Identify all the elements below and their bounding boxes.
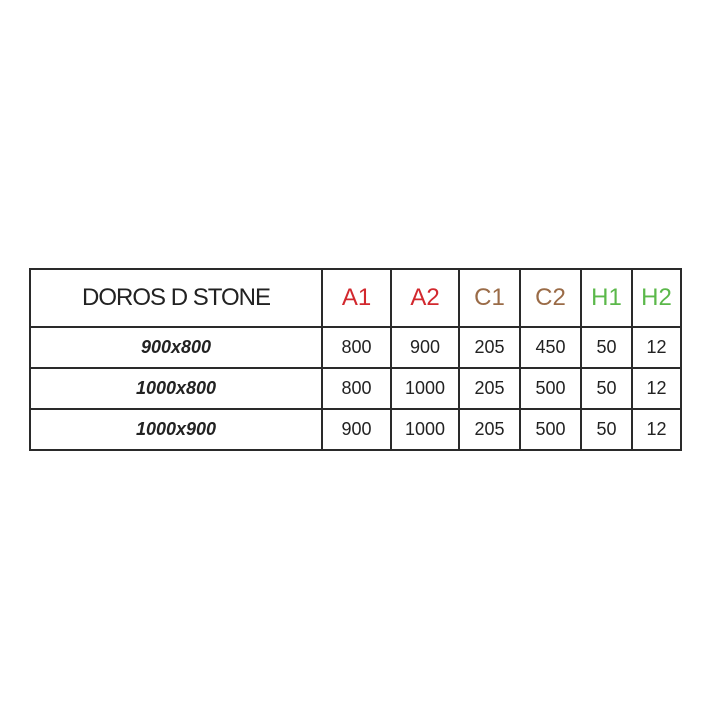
value-cell: 450 [519,326,582,369]
value-cell: 12 [631,367,682,410]
value-cell: 1000 [390,408,460,451]
value-cell: 50 [580,367,633,410]
value-cell: 1000 [390,367,460,410]
size-cell: 1000x800 [29,367,323,410]
value-cell: 500 [519,367,582,410]
table-row: 1000x800 800 1000 205 500 50 12 [29,367,682,410]
value-cell: 900 [321,408,392,451]
value-cell: 12 [631,408,682,451]
value-cell: 500 [519,408,582,451]
product-title: DOROS D STONE [29,268,323,328]
value-cell: 205 [458,367,521,410]
table-row: 1000x900 900 1000 205 500 50 12 [29,408,682,451]
size-cell: 1000x900 [29,408,323,451]
value-cell: 50 [580,408,633,451]
column-header: H2 [631,268,682,328]
table-row: 900x800 800 900 205 450 50 12 [29,326,682,369]
value-cell: 205 [458,326,521,369]
column-header: H1 [580,268,633,328]
column-header: C2 [519,268,582,328]
value-cell: 900 [390,326,460,369]
value-cell: 50 [580,326,633,369]
header-row: DOROS D STONE A1 A2 C1 C2 H1 H2 [29,268,682,328]
dimensions-table: DOROS D STONE A1 A2 C1 C2 H1 H2 900x800 … [29,268,682,451]
size-cell: 900x800 [29,326,323,369]
value-cell: 800 [321,326,392,369]
column-header: C1 [458,268,521,328]
value-cell: 12 [631,326,682,369]
column-header: A1 [321,268,392,328]
value-cell: 205 [458,408,521,451]
column-header: A2 [390,268,460,328]
value-cell: 800 [321,367,392,410]
